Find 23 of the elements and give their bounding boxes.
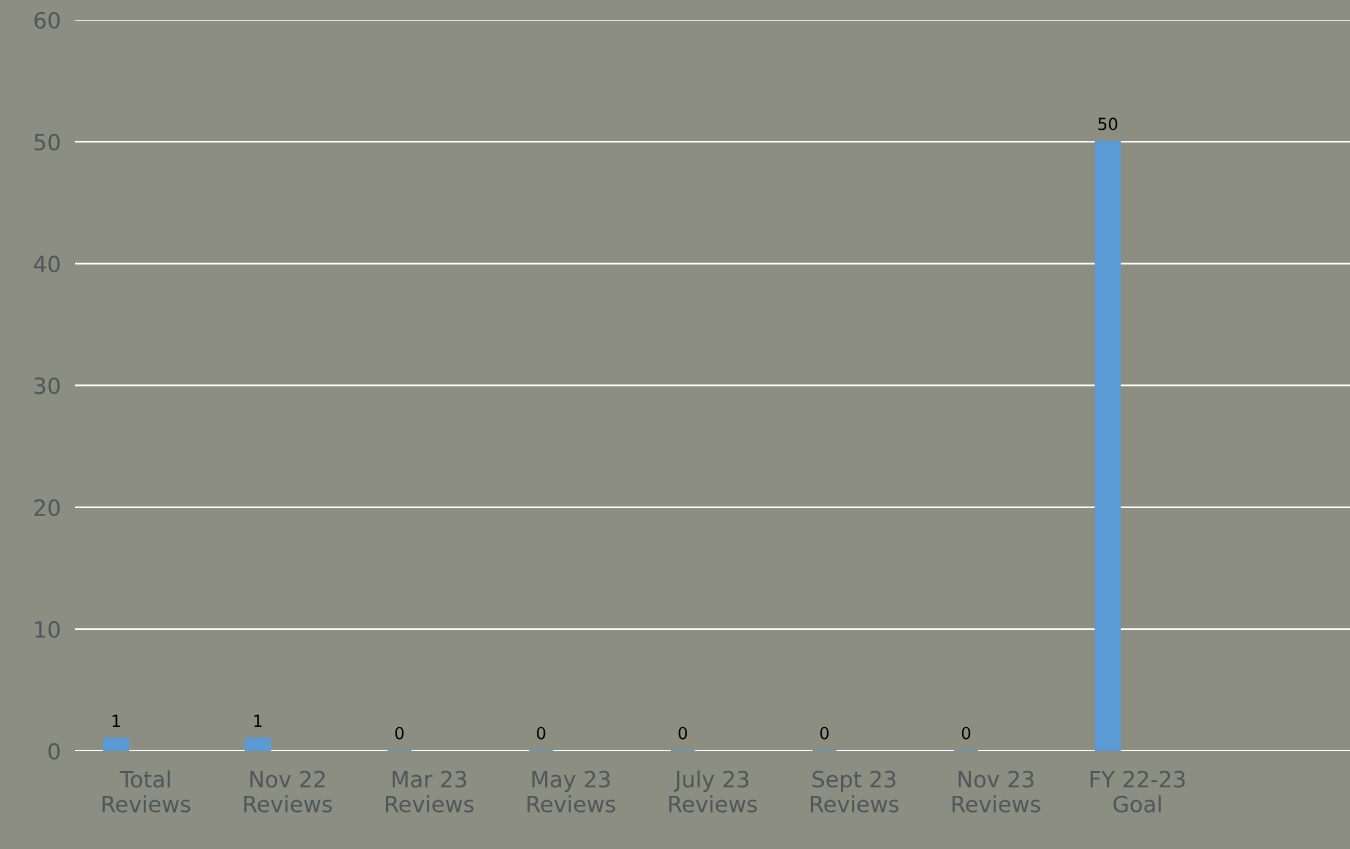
data-label: 0 <box>536 726 546 740</box>
data-label: 0 <box>961 726 971 740</box>
x-tick-label: Mar 23 Reviews <box>385 770 474 813</box>
data-label: 50 <box>1098 117 1118 131</box>
x-tick-label: May 23 Reviews <box>527 770 616 813</box>
y-tick-label: 10 <box>35 621 60 638</box>
x-tick-label: Sept 23 Reviews <box>810 770 899 813</box>
data-label: 0 <box>820 726 829 740</box>
data-label: 0 <box>678 726 687 740</box>
y-tick-label: 60 <box>34 11 60 29</box>
x-tick-label: Total Reviews <box>102 770 191 813</box>
y-tick-label: 40 <box>33 255 60 273</box>
x-tick-label: Nov 23 Reviews <box>952 770 1041 813</box>
x-tick-label: FY 22-23 Goal <box>1090 770 1185 813</box>
x-tick-label: Nov 22 Reviews <box>244 770 332 813</box>
data-label: 0 <box>395 726 404 740</box>
y-tick-label: 30 <box>34 377 60 395</box>
data-label: 1 <box>254 714 262 727</box>
x-tick-label: July 23 Reviews <box>669 770 757 813</box>
y-tick-label: 20 <box>34 499 60 517</box>
data-label: 1 <box>112 714 120 727</box>
y-tick-label: 0 <box>48 742 60 760</box>
y-tick-label: 50 <box>34 133 60 151</box>
